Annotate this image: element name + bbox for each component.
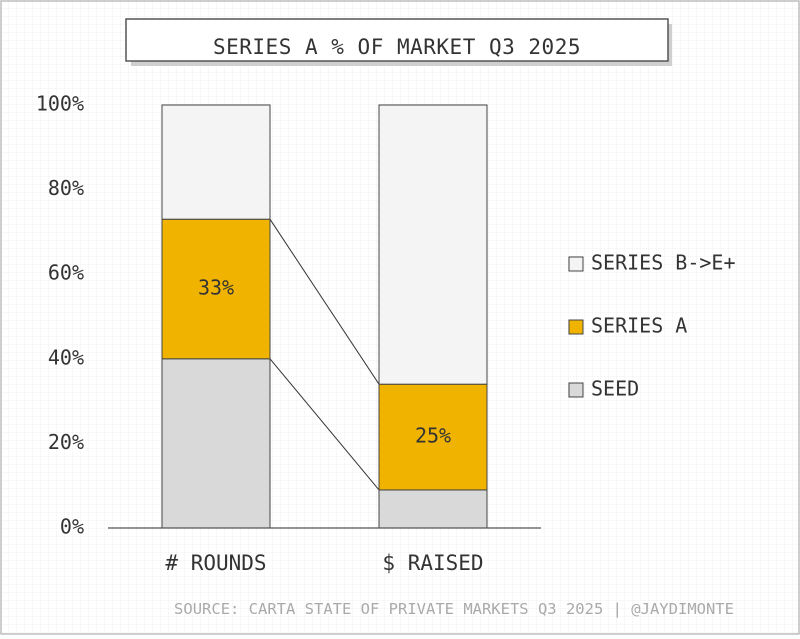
legend: SERIES B->E+ SERIES A SEED [568, 251, 736, 401]
bar-segment-series-a-rounds [161, 218, 271, 360]
legend-swatch-series-b-e [568, 256, 584, 272]
y-tick-label: 40% [48, 345, 84, 369]
legend-swatch-seed [568, 382, 584, 398]
x-tick-label: # ROUNDS [165, 551, 266, 575]
data-label: 33% [198, 276, 234, 300]
bar-segment-seed-raised [378, 489, 488, 529]
data-label: 25% [415, 424, 451, 448]
source-note: SOURCE: CARTA STATE OF PRIVATE MARKETS Q… [174, 600, 734, 618]
bar-segment-series-a-raised [378, 383, 488, 491]
connector-line [269, 218, 380, 385]
y-tick-label: 20% [48, 430, 84, 454]
y-tick-label: 100% [36, 92, 84, 116]
x-axis-labels: # ROUNDS $ RAISED [165, 551, 483, 575]
legend-label: SERIES B->E+ [591, 251, 736, 275]
chart-title: SERIES A % OF MARKET Q3 2025 [213, 35, 581, 59]
bar-segment-series-b-e-raised [378, 104, 488, 385]
legend-swatch-series-a [568, 319, 584, 335]
y-tick-label: 80% [48, 176, 84, 200]
connector-line [269, 358, 380, 491]
connector-lines [269, 218, 380, 491]
stacked-bars: 33% 25% [161, 104, 488, 529]
bar-segment-seed-rounds [161, 358, 271, 529]
y-axis-ticks: 0% 20% 40% 60% 80% 100% [36, 92, 84, 539]
legend-label: SEED [591, 377, 639, 401]
legend-label: SERIES A [591, 314, 687, 338]
x-tick-label: $ RAISED [382, 551, 483, 575]
bar-segment-series-b-e-rounds [161, 104, 271, 220]
title-box: SERIES A % OF MARKET Q3 2025 [125, 18, 672, 66]
y-tick-label: 0% [60, 515, 84, 539]
y-tick-label: 60% [48, 261, 84, 285]
